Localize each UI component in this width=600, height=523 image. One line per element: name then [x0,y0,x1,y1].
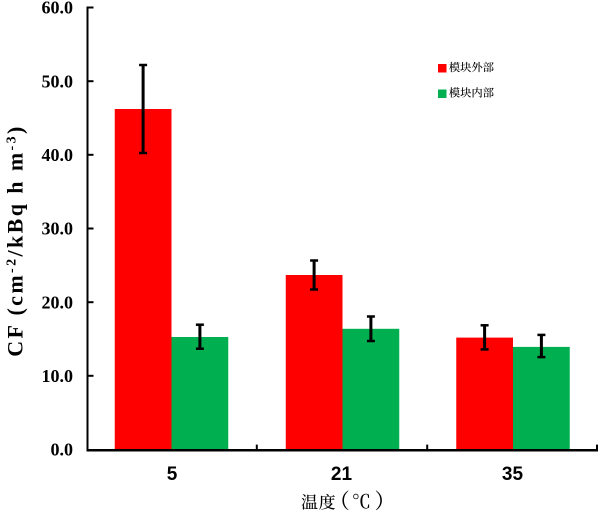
svg-text:5: 5 [167,464,178,485]
svg-text:10.0: 10.0 [42,366,74,386]
svg-text:CF (cm-2/kBq h m-3): CF (cm-2/kBq h m-3) [3,124,28,357]
svg-text:20.0: 20.0 [42,292,74,312]
svg-text:30.0: 30.0 [42,219,74,239]
svg-text:50.0: 50.0 [42,71,74,91]
svg-text:35: 35 [502,464,524,485]
svg-text:21: 21 [331,464,353,485]
svg-text:60.0: 60.0 [42,0,74,18]
svg-text:40.0: 40.0 [42,145,74,165]
svg-text:0.0: 0.0 [51,440,74,460]
